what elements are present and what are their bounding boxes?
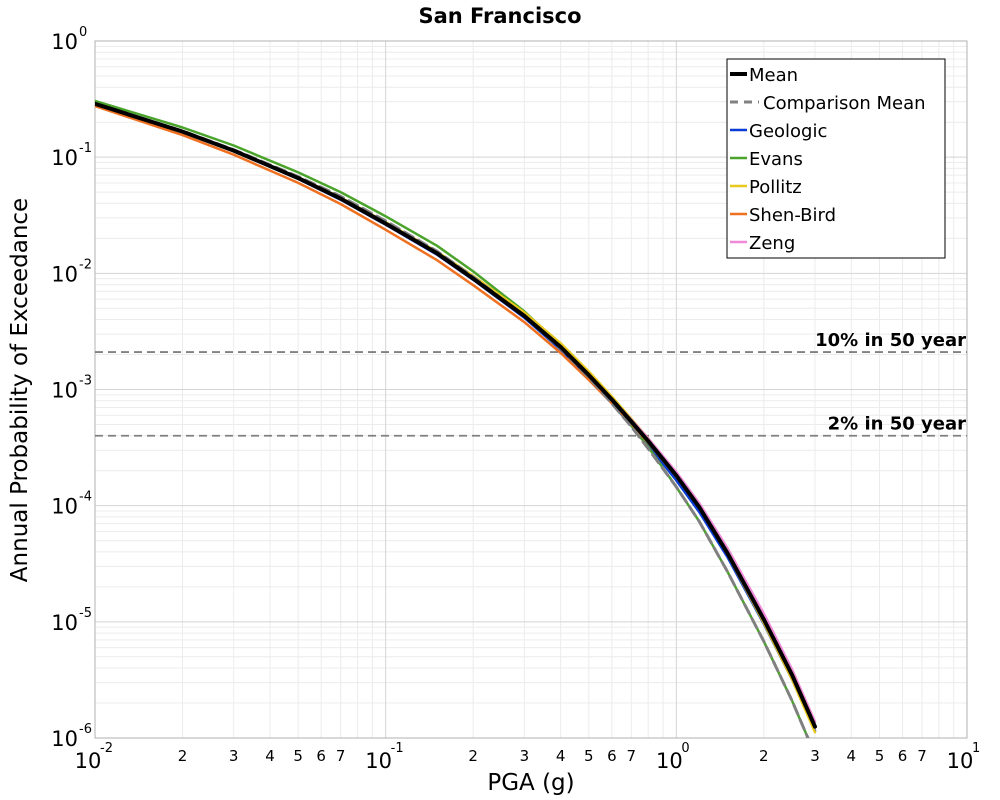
x-tick-exponent: 1 xyxy=(972,741,980,756)
y-tick-label: 10 xyxy=(51,146,78,170)
legend-frame xyxy=(726,58,946,259)
y-tick-exponent: -2 xyxy=(79,257,92,272)
plot-area-frame xyxy=(94,40,968,739)
reference-line-label: 2% in 50 year xyxy=(828,414,966,435)
y-tick-exponent: -3 xyxy=(79,374,92,389)
x-minor-tick-label: 3 xyxy=(810,747,820,765)
legend-label: Shen-Bird xyxy=(749,205,836,226)
series-line-mean xyxy=(95,101,817,729)
x-minor-tick-label: 6 xyxy=(607,747,617,765)
reference-lines: 10% in 50 year 2% in 50 year xyxy=(95,330,967,437)
x-minor-tick-label: 7 xyxy=(917,747,927,765)
x-minor-tick-label: 5 xyxy=(293,747,303,765)
x-minor-tick-label: 2 xyxy=(468,747,478,765)
y-tick-label: 10 xyxy=(51,379,78,403)
legend: Mean Comparison Mean Geologic Evans Pollitz S… xyxy=(726,58,946,259)
legend-label: Pollitz xyxy=(749,177,802,198)
y-tick-exponent: -6 xyxy=(79,722,92,737)
x-minor-tick-label: 7 xyxy=(336,747,346,765)
y-tick-exponent: -1 xyxy=(79,141,92,156)
x-minor-tick-label: 4 xyxy=(847,747,857,765)
x-axis-label: PGA (g) xyxy=(487,770,574,796)
y-tick-label: 10 xyxy=(51,495,78,519)
x-minor-tick-label: 4 xyxy=(556,747,566,765)
x-minor-tick-label: 7 xyxy=(627,747,637,765)
reference-line-label: 10% in 50 year xyxy=(815,330,966,351)
y-axis-label: Annual Probability of Exceedance xyxy=(7,198,33,582)
x-minor-tick-label: 2 xyxy=(759,747,769,765)
legend-label: Comparison Mean xyxy=(763,93,926,114)
x-minor-tick-label: 3 xyxy=(229,747,239,765)
y-tick-label: 10 xyxy=(51,611,78,635)
x-minor-tick-label: 5 xyxy=(875,747,885,765)
x-minor-tick-label: 6 xyxy=(898,747,908,765)
x-tick-exponent: 0 xyxy=(681,741,689,756)
x-minor-tick-label: 3 xyxy=(520,747,530,765)
legend-label: Geologic xyxy=(749,121,827,142)
x-tick-label: 10 xyxy=(947,749,974,773)
series-line-shen-bird xyxy=(95,104,817,727)
chart-title: San Francisco xyxy=(418,4,581,28)
y-tick-label: 10 xyxy=(51,30,78,54)
x-minor-tick-label: 4 xyxy=(265,747,275,765)
x-tick-label: 10 xyxy=(75,749,102,773)
x-tick-exponent: -1 xyxy=(391,741,404,756)
legend-label: Mean xyxy=(749,65,798,86)
x-minor-tick-label: 6 xyxy=(316,747,326,765)
x-tick-label: 10 xyxy=(656,749,683,773)
series-line-geologic xyxy=(95,103,817,733)
y-tick-label: 10 xyxy=(51,262,78,286)
x-minor-tick-label: 2 xyxy=(178,747,188,765)
x-tick-label: 10 xyxy=(365,749,392,773)
series-line-zeng xyxy=(95,102,817,724)
x-minor-tick-label: 5 xyxy=(584,747,594,765)
legend-label: Evans xyxy=(749,149,803,170)
y-tick-exponent: 0 xyxy=(79,25,87,40)
series-line-pollitz xyxy=(95,102,817,734)
y-tick-exponent: -5 xyxy=(79,606,92,621)
series-lines xyxy=(95,99,817,738)
y-tick-label: 10 xyxy=(51,727,78,751)
legend-label: Zeng xyxy=(749,233,795,254)
x-tick-exponent: -2 xyxy=(100,741,113,756)
y-tick-exponent: -4 xyxy=(79,490,92,505)
